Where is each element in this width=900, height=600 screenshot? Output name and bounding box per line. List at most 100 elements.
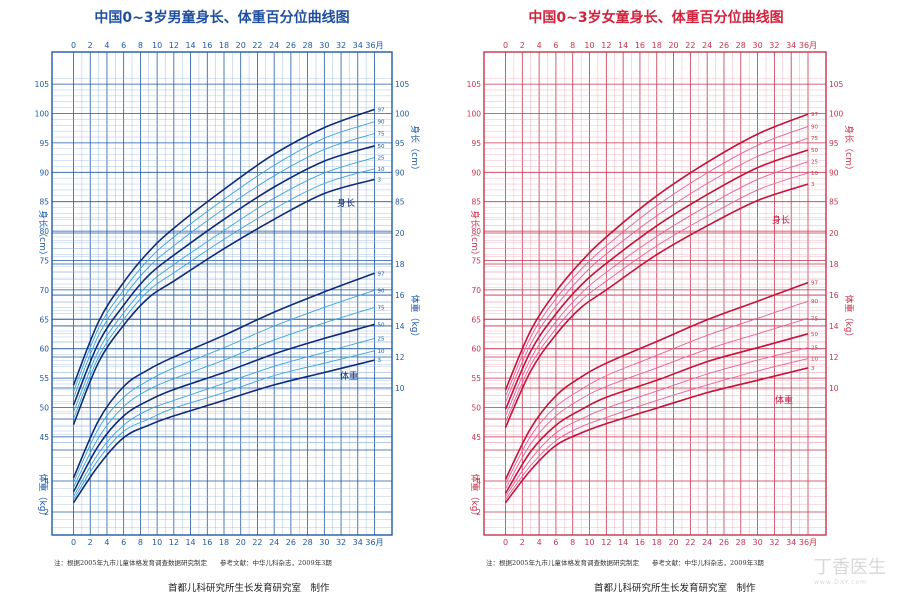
x-tick-label-top: 36月 [799, 41, 817, 50]
x-tick-label-top: 16 [635, 41, 645, 50]
x-tick-label-top: 24 [269, 41, 279, 50]
length-tick-label: 50 [39, 404, 49, 413]
percentile-label: 97 [811, 281, 818, 287]
x-tick-label-top: 12 [169, 41, 179, 50]
length-tick-label: 100 [35, 110, 50, 119]
girl-weight-series-line-p50 [504, 333, 809, 494]
percentile-label: 75 [811, 316, 818, 322]
girl-frame [483, 51, 827, 536]
x-tick-label-bottom: 8 [138, 538, 143, 547]
girl-weight-series-line-p3 [504, 367, 809, 504]
percentile-label: 3 [811, 182, 815, 188]
weight-tick-label: 20 [829, 229, 839, 238]
x-tick-label-bottom: 20 [668, 538, 678, 547]
x-tick-label-top: 30 [319, 41, 329, 50]
length-tick-label: 85 [39, 198, 49, 207]
x-tick-label-bottom: 2 [88, 538, 93, 547]
left-length-axis-title: 身长（cm） [469, 210, 481, 260]
x-tick-label-bottom: 20 [236, 538, 246, 547]
x-tick-label-bottom: 18 [219, 538, 229, 547]
x-tick-label-bottom: 22 [252, 538, 262, 547]
boy-weight-series-line-p10 [73, 350, 375, 500]
watermark-text: 丁香医生 [814, 557, 886, 578]
x-tick-label-bottom: 34 [353, 538, 363, 547]
percentile-label: 10 [811, 171, 818, 177]
girl-length-curve-label: 身长 [772, 214, 790, 226]
x-tick-label-bottom: 24 [269, 538, 279, 547]
length-tick-label: 55 [471, 374, 481, 383]
x-tick-label-top: 34 [353, 41, 363, 50]
length-tick-label: 60 [471, 345, 481, 354]
x-tick-label-top: 26 [286, 41, 296, 50]
boy-length-curve-label: 身长 [337, 197, 355, 209]
x-tick-label-top: 22 [252, 41, 262, 50]
weight-tick-label: 14 [829, 322, 839, 331]
x-tick-label-top: 16 [202, 41, 212, 50]
x-tick-label-bottom: 10 [584, 538, 594, 547]
girl-length-series-line-p50 [504, 149, 809, 410]
x-tick-label-top: 14 [618, 41, 628, 50]
percentile-label: 25 [811, 160, 818, 166]
x-tick-label-top: 2 [88, 41, 93, 50]
x-tick-label-bottom: 0 [503, 538, 508, 547]
weight-tick-label: 12 [395, 353, 405, 362]
left-weight-tick-label: 2 [476, 508, 481, 517]
right-length-tick-label: 100 [829, 110, 844, 119]
percentile-label: 3 [811, 366, 815, 372]
girl-weight-series-line-p90 [505, 300, 809, 485]
x-tick-label-top: 0 [71, 41, 76, 50]
length-tick-label: 45 [39, 433, 49, 442]
weight-tick-label: 18 [395, 260, 405, 269]
x-tick-label-top: 24 [702, 41, 712, 50]
percentile-label: 75 [378, 131, 385, 137]
girl-length-series: 3 10 25 50 75 90 97 [504, 112, 818, 428]
weight-tick-label: 20 [395, 229, 405, 238]
x-tick-label-bottom: 26 [286, 538, 296, 547]
x-tick-label-bottom: 32 [336, 538, 346, 547]
x-tick-label-bottom: 18 [652, 538, 662, 547]
x-tick-label-top: 20 [668, 41, 678, 50]
percentile-label: 50 [378, 144, 385, 150]
right-length-tick-label: 85 [395, 198, 405, 207]
percentile-label: 90 [811, 124, 818, 130]
x-tick-label-top: 0 [503, 41, 508, 50]
boy-length-series-line-p25 [73, 157, 375, 413]
length-tick-label: 100 [467, 110, 482, 119]
length-tick-label: 60 [39, 345, 49, 354]
length-tick-label: 70 [39, 286, 49, 295]
right-length-tick-label: 85 [829, 198, 839, 207]
x-tick-label-top: 10 [584, 41, 594, 50]
girl-org-credit: 首都儿科研究所生长发育研究室 制作 [594, 583, 756, 594]
x-tick-label-top: 8 [570, 41, 575, 50]
x-tick-label-top: 8 [138, 41, 143, 50]
length-tick-label: 85 [471, 198, 481, 207]
left-weight-tick-label: 4 [44, 477, 49, 486]
x-tick-label-top: 22 [685, 41, 695, 50]
x-tick-label-bottom: 26 [719, 538, 729, 547]
x-tick-label-top: 4 [104, 41, 109, 50]
x-tick-label-top: 14 [185, 41, 195, 50]
percentile-label: 50 [811, 148, 818, 154]
weight-tick-label: 16 [395, 291, 405, 300]
weight-tick-label: 10 [829, 384, 839, 393]
x-tick-label-bottom: 14 [618, 538, 628, 547]
x-tick-label-bottom: 30 [319, 538, 329, 547]
girl-footnote: 注：根据2005年九市儿童体格发育调查数据研究制定 参考文献：中华儿科杂志，20… [486, 559, 764, 567]
x-tick-label-bottom: 34 [786, 538, 796, 547]
x-tick-label-bottom: 30 [752, 538, 762, 547]
left-weight-axis-title: 体重（kg） [37, 474, 49, 521]
right-weight-axis-title: 体重（kg） [409, 295, 421, 342]
boy-length-series-line-p90 [73, 121, 375, 392]
boy-length-series-line-p97 [72, 108, 375, 386]
weight-tick-label: 14 [395, 322, 405, 331]
right-length-tick-label: 105 [829, 80, 844, 89]
boy-weight-curve-label: 体重 [340, 370, 358, 382]
length-tick-label: 45 [471, 433, 481, 442]
length-tick-label: 105 [467, 80, 482, 89]
x-tick-label-top: 28 [736, 41, 746, 50]
percentile-label: 90 [811, 299, 818, 305]
x-tick-label-bottom: 28 [303, 538, 313, 547]
weight-tick-label: 16 [829, 291, 839, 300]
boy-weight-series-line-p25 [73, 337, 375, 497]
